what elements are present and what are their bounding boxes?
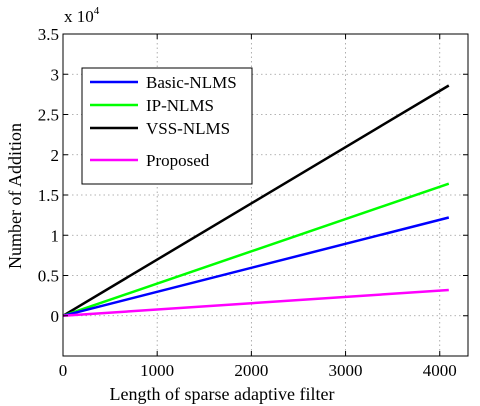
x-tick-label: 2000 [234,361,268,380]
x-tick-label: 1000 [140,361,174,380]
y-multiplier-base: x 10 [64,7,94,26]
x-tick-label: 3000 [329,361,363,380]
series-line-ip-nlms [62,182,450,317]
y-tick-label: 2 [51,146,60,165]
series-lines [62,84,450,318]
legend-label-basic-nlms: Basic-NLMS [146,73,237,92]
axis-ticks: 0 1000 2000 3000 4000 0 0.5 1 1.5 2 2.5 3 3.5 [38,25,468,380]
y-tick-label: 1.5 [38,186,59,205]
y-tick-label: 0.5 [38,267,59,286]
y-tick-label: 3.5 [38,25,59,44]
legend-label-proposed: Proposed [146,151,210,170]
y-multiplier-exponent: 4 [94,5,100,17]
x-axis-label: Length of sparse adaptive filter [110,384,335,404]
legend-label-ip-nlms: IP-NLMS [146,96,214,115]
y-tick-label: 3 [51,65,60,84]
x-tick-label: 4000 [423,361,457,380]
y-tick-label: 1 [51,226,60,245]
y-axis-label: Number of Addition [5,123,25,269]
x-tick-label: 0 [59,361,68,380]
legend: Basic-NLMS IP-NLMS VSS-NLMS Proposed [81,67,253,185]
legend-box [81,67,253,185]
y-multiplier-label: x 104 [64,5,100,26]
y-tick-label: 2.5 [38,106,59,125]
legend-label-vss-nlms: VSS-NLMS [146,119,230,138]
y-tick-label: 0 [51,307,60,326]
series-line-proposed [62,288,449,318]
series-line-basic-nlms [62,216,450,318]
series-line-vss-nlms [62,84,450,317]
